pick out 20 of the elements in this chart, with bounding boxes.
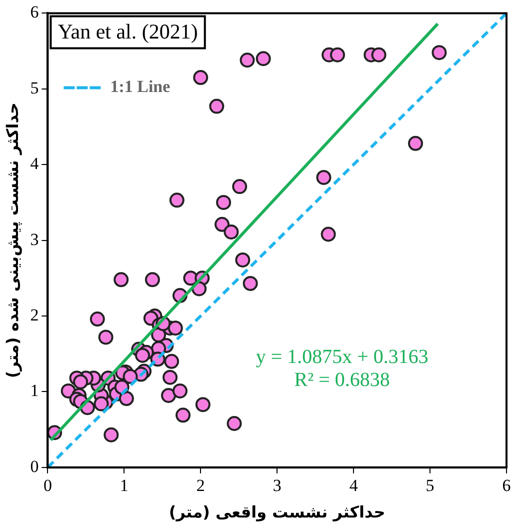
- x-tick-label: 2: [196, 476, 205, 496]
- y-tick-label: 0: [30, 456, 39, 476]
- annotation: R² = 0.6838: [294, 368, 390, 391]
- y-tick-label: 2: [30, 305, 39, 324]
- annotation: y = 1.0875x + 0.3163: [256, 346, 428, 368]
- y-tick-label: 6: [30, 2, 39, 22]
- y-tick-label: 4: [30, 154, 40, 174]
- annotation: Yan et al. (2021): [58, 20, 198, 44]
- x-tick-label: 6: [502, 476, 511, 496]
- x-tick-label: 4: [349, 476, 358, 496]
- y-tick-label: 5: [30, 78, 39, 98]
- x-tick-label: 5: [426, 476, 434, 496]
- legend-label: 1:1 Line: [110, 77, 171, 96]
- x-tick-label: 0: [43, 476, 52, 496]
- y-tick-label: 1: [30, 381, 39, 400]
- x-axis-title: حداکثر نشست واقعی (متر): [168, 502, 386, 522]
- y-axis-title: حداکثر نشست پیش‌بینی شده (متر): [2, 102, 22, 378]
- y-tick-label: 3: [30, 230, 39, 249]
- x-tick-label: 3: [272, 476, 282, 496]
- x-tick-label: 1: [120, 476, 128, 496]
